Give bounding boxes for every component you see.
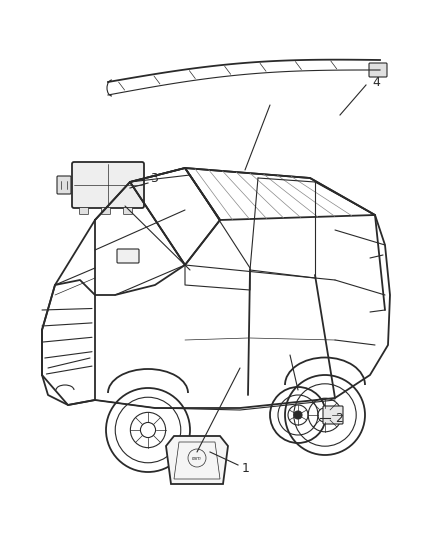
FancyBboxPatch shape: [124, 207, 133, 214]
Text: ram: ram: [192, 456, 202, 461]
FancyBboxPatch shape: [57, 176, 71, 194]
Text: 1: 1: [242, 462, 250, 474]
FancyBboxPatch shape: [72, 162, 144, 208]
FancyBboxPatch shape: [102, 207, 110, 214]
Text: 2: 2: [335, 411, 343, 424]
Polygon shape: [166, 436, 228, 484]
Circle shape: [294, 411, 302, 419]
FancyBboxPatch shape: [117, 249, 139, 263]
FancyBboxPatch shape: [80, 207, 88, 214]
FancyBboxPatch shape: [369, 63, 387, 77]
Text: 3: 3: [150, 172, 158, 184]
Text: 4: 4: [372, 76, 380, 88]
FancyBboxPatch shape: [323, 406, 343, 424]
